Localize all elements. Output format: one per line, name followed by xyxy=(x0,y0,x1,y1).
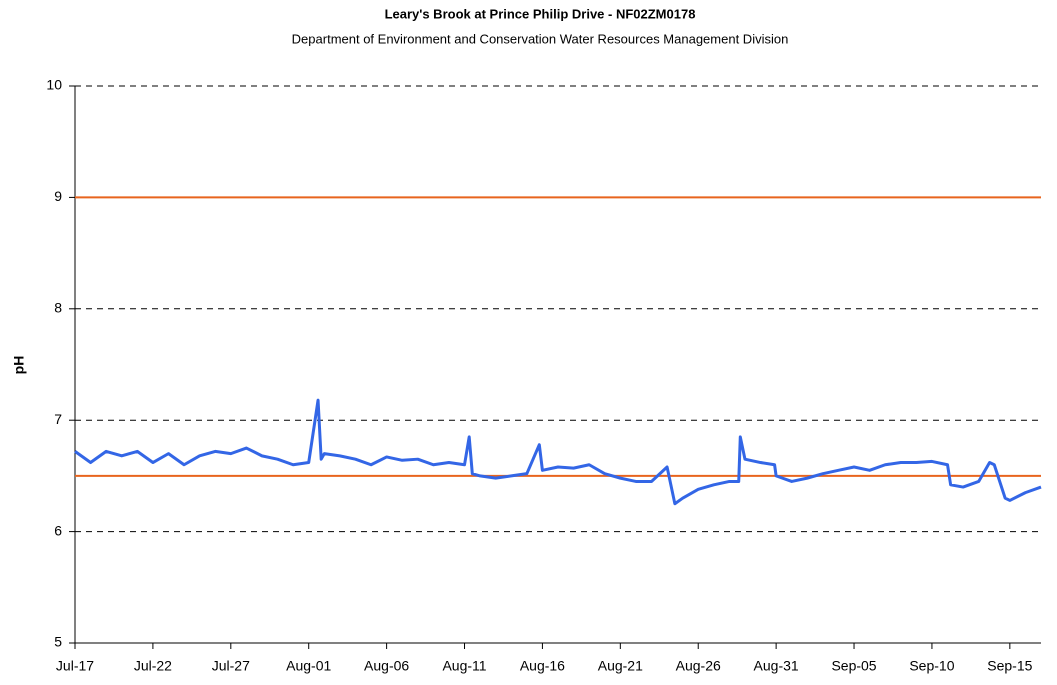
y-tick-label: 8 xyxy=(54,300,62,316)
chart-title: Leary's Brook at Prince Philip Drive - N… xyxy=(385,6,696,21)
x-tick-label: Aug-01 xyxy=(286,658,331,674)
x-tick-label: Aug-16 xyxy=(520,658,565,674)
x-tick-label: Sep-10 xyxy=(909,658,954,674)
x-tick-label: Aug-06 xyxy=(364,658,409,674)
y-tick-label: 10 xyxy=(46,77,62,93)
x-tick-label: Jul-17 xyxy=(56,658,94,674)
y-tick-label: 9 xyxy=(54,188,62,204)
data-line xyxy=(74,398,1042,506)
x-tick-label: Aug-31 xyxy=(754,658,799,674)
x-tick-label: Sep-15 xyxy=(987,658,1032,674)
chart-subtitle: Department of Environment and Conservati… xyxy=(292,31,789,46)
y-tick-label: 5 xyxy=(54,634,62,650)
y-tick-label: 6 xyxy=(54,522,62,538)
x-tick-label: Jul-22 xyxy=(134,658,172,674)
x-tick-label: Aug-11 xyxy=(442,658,486,674)
x-tick-label: Aug-21 xyxy=(598,658,643,674)
y-axis-label: pH xyxy=(11,356,27,375)
x-tick-label: Sep-05 xyxy=(831,658,876,674)
x-tick-label: Jul-27 xyxy=(212,658,250,674)
y-tick-label: 7 xyxy=(54,411,62,427)
x-tick-label: Aug-26 xyxy=(676,658,721,674)
